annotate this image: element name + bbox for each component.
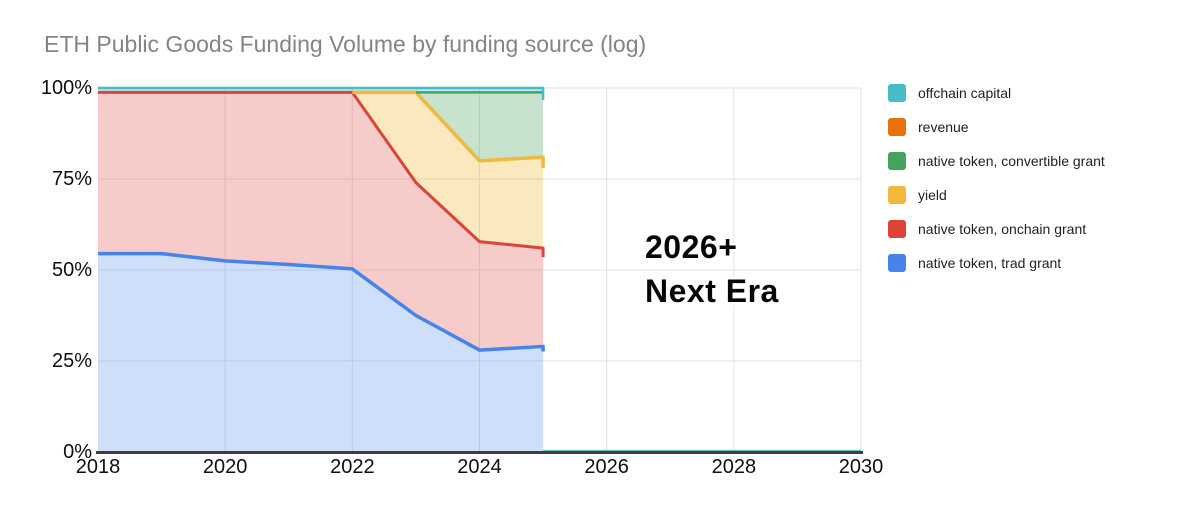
legend-item-yield: yield [888, 186, 1105, 204]
legend-label-offchain: offchain capital [918, 85, 1012, 101]
chart-title: ETH Public Goods Funding Volume by fundi… [44, 31, 647, 57]
y-axis-label: 50% [51, 259, 92, 281]
annotation-line2: Next Era [645, 273, 779, 309]
area-trad [98, 253, 544, 452]
x-axis-label: 2018 [75, 456, 121, 478]
x-axis-label: 2030 [838, 456, 884, 478]
area-onchain [98, 92, 544, 351]
legend-item-offchain: offchain capital [888, 84, 1105, 102]
legend-label-yield: yield [918, 187, 947, 203]
legend-item-convertible: native token, convertible grant [888, 152, 1105, 170]
chart-legend: offchain capital revenue native token, con… [888, 84, 1105, 288]
annotation-next-era: 2026+ Next Era [645, 225, 779, 313]
y-axis-label: 75% [51, 168, 92, 190]
legend-item-revenue: revenue [888, 118, 1105, 136]
x-axis-label: 2024 [457, 456, 502, 478]
legend-label-revenue: revenue [918, 119, 969, 135]
area-convertible [98, 92, 544, 161]
area-yield [98, 92, 544, 249]
legend-swatch-revenue [888, 118, 906, 136]
y-axis-label: 0% [63, 441, 92, 463]
series-line-yield [352, 90, 545, 169]
legend-swatch-convertible [888, 152, 906, 170]
series-line-offchain [98, 86, 545, 100]
legend-swatch-offchain [888, 84, 906, 102]
x-axis-label: 2022 [330, 456, 375, 478]
legend-label-onchain: native token, onchain grant [918, 221, 1087, 237]
legend-item-onchain: native token, onchain grant [888, 220, 1105, 238]
x-axis-label: 2026 [584, 456, 629, 478]
y-axis-label: 100% [40, 77, 92, 99]
annotation-line1: 2026+ [645, 229, 738, 265]
legend-label-convertible: native token, convertible grant [918, 153, 1105, 169]
y-axis-label: 25% [51, 350, 92, 372]
legend-item-trad: native token, trad grant [888, 254, 1105, 272]
x-axis-label: 2028 [711, 456, 757, 478]
series-line-trad [98, 251, 545, 352]
legend-swatch-yield [888, 186, 906, 204]
legend-swatch-trad [888, 254, 906, 272]
x-axis-label: 2020 [202, 456, 248, 478]
legend-label-trad: native token, trad grant [918, 255, 1062, 271]
legend-swatch-onchain [888, 220, 906, 238]
